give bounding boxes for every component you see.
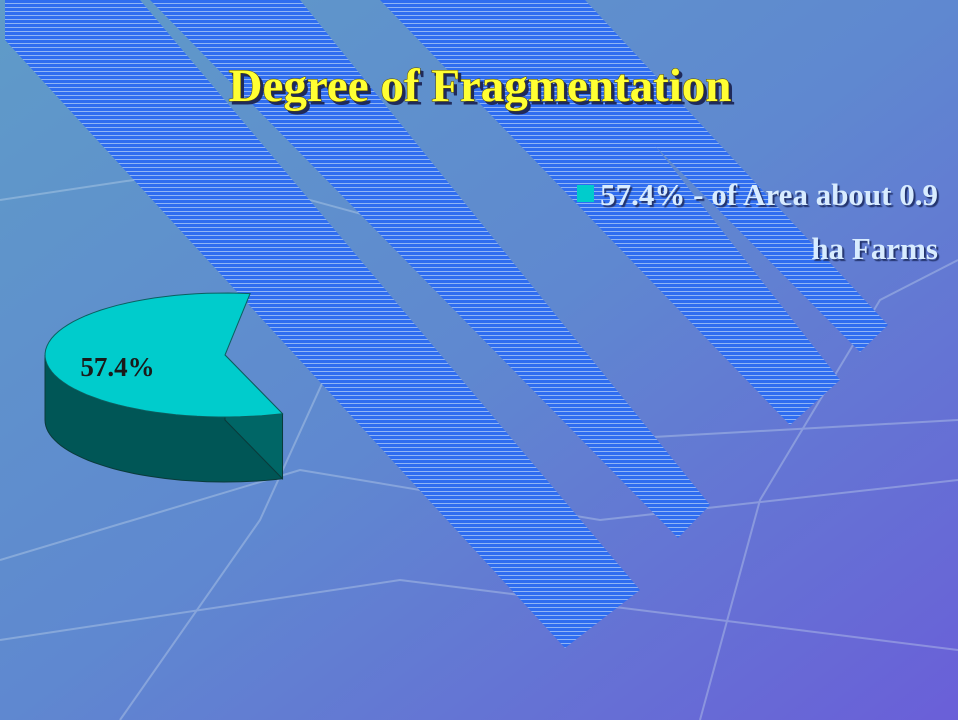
pie: 57.4% [44, 292, 284, 483]
pie-slice [44, 292, 284, 418]
stripe [5, 0, 640, 648]
stripe [150, 0, 710, 538]
legend-key [577, 185, 595, 202]
stripes [5, 0, 888, 648]
legend: 57.4% - of Area about 0.9 ha Farms [560, 168, 938, 276]
stripe [510, 0, 888, 352]
stripe [380, 0, 840, 425]
data-label: 57.4% [80, 352, 154, 382]
legend-label: 57.4% - of Area about 0.9 ha Farms [600, 177, 938, 266]
chart-title: Degree of Fragmentation [229, 60, 732, 112]
